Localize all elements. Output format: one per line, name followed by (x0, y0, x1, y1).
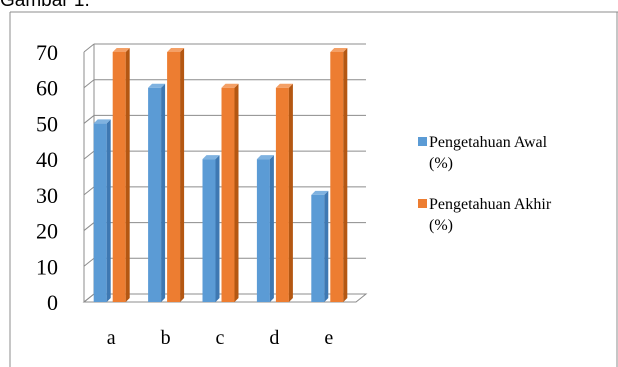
legend-item: Pengetahuan Akhir (%) (418, 196, 552, 234)
bar-front (202, 159, 216, 302)
bar-side (180, 48, 185, 302)
chart-frame (9, 11, 618, 367)
bar-side (343, 48, 348, 302)
bar (256, 155, 274, 302)
legend-item: Pengetahuan Awal (%) (418, 134, 548, 172)
bar-front (311, 194, 325, 302)
bar (112, 48, 130, 302)
legend-swatch (418, 137, 427, 146)
bar-front (221, 87, 235, 302)
x-category-label: d (269, 327, 279, 349)
bar-front (275, 87, 289, 302)
bar-front (167, 52, 181, 302)
y-tick-label: 50 (36, 111, 58, 136)
bar-group-d (256, 83, 293, 302)
bar (148, 83, 166, 302)
bar-side (125, 48, 130, 302)
bar (93, 119, 111, 302)
bar-top (275, 83, 293, 88)
bar-front (330, 52, 344, 302)
bar (275, 83, 293, 302)
bar-front (112, 52, 126, 302)
gridline-depth (83, 186, 95, 196)
legend-label: Pengetahuan Akhir (429, 196, 552, 213)
x-axis-categories: a b c d e (107, 327, 334, 349)
y-tick-label: 60 (36, 76, 58, 101)
bar-top (311, 190, 329, 195)
bar-group-c (202, 83, 239, 302)
x-category-label: a (107, 327, 116, 349)
y-tick-label: 10 (36, 254, 58, 279)
y-tick-label: 70 (36, 40, 58, 65)
gridline-depth (83, 43, 95, 53)
bar-top (112, 48, 130, 52)
figure-caption: Gambar 1. (0, 0, 90, 11)
bar-side (324, 190, 329, 302)
bar-front (256, 159, 270, 302)
bar (167, 48, 185, 302)
bar-group-b (148, 48, 185, 302)
chart-legend: Pengetahuan Awal (%) Pengetahuan Akhir (%) (418, 134, 552, 234)
bar-side (161, 83, 166, 302)
y-axis-ticks: 0 10 20 30 40 50 60 70 (36, 40, 58, 315)
bar-top (330, 48, 348, 52)
gridline-depth (83, 115, 95, 124)
bar-top (221, 83, 239, 88)
legend-label: (%) (429, 155, 453, 172)
bar-side (234, 83, 239, 302)
bar-top (148, 83, 166, 88)
bar-top (93, 119, 111, 124)
legend-label: Pengetahuan Awal (429, 134, 548, 151)
bar-side (288, 83, 293, 302)
chart-bars (93, 48, 348, 302)
bar-top (256, 155, 274, 160)
bar-front (148, 87, 162, 302)
x-category-label: e (324, 327, 333, 349)
gridline-depth (83, 257, 95, 267)
legend-label: (%) (429, 217, 453, 234)
bar-group-a (93, 48, 130, 302)
y-tick-label: 0 (47, 290, 58, 315)
gridline-depth (83, 150, 95, 160)
y-tick-label: 30 (36, 183, 58, 208)
gridline-depth (83, 222, 95, 231)
bar (330, 48, 348, 302)
bar (202, 155, 220, 302)
y-tick-label: 20 (36, 219, 58, 244)
gridline-depth (83, 79, 95, 89)
bar-side (106, 119, 111, 302)
bar-top (202, 155, 220, 160)
bar-front (93, 123, 107, 302)
bar (311, 190, 329, 302)
y-tick-label: 40 (36, 147, 58, 172)
bar (221, 83, 239, 302)
legend-swatch (418, 199, 427, 208)
bar-side (269, 155, 274, 302)
bar-top (167, 48, 185, 52)
bar-side (215, 155, 220, 302)
x-category-label: b (161, 327, 171, 349)
bar-group-e (311, 48, 348, 302)
x-category-label: c (216, 327, 225, 349)
